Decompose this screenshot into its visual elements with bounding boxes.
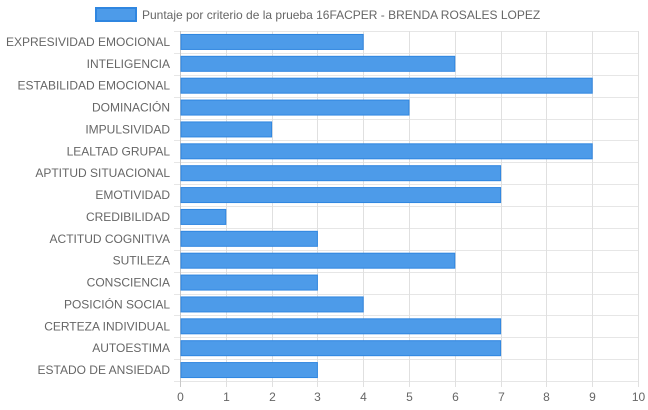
x-tick-label: 7 [498,390,505,404]
category-label: CERTEZA INDIVIDUAL [44,319,170,333]
bar[interactable] [180,296,364,313]
category-label: INTELIGENCIA [87,57,170,71]
category-label: SUTILEZA [113,254,170,268]
bar[interactable] [180,318,502,335]
bar[interactable] [180,165,502,182]
bar[interactable] [180,362,318,379]
category-label: LEALTAD GRUPAL [67,144,171,158]
bar[interactable] [180,55,456,72]
x-axis-ticks: 0 1 2 3 4 5 6 7 8 9 10 [177,390,645,404]
bar[interactable] [180,33,364,50]
bars [180,33,593,379]
category-label: APTITUD SITUACIONAL [35,166,170,180]
x-tick-label: 1 [223,390,230,404]
legend-swatch [95,7,137,22]
bar[interactable] [180,99,410,116]
x-tick-label: 3 [314,390,321,404]
x-tick-label: 6 [452,390,459,404]
legend[interactable]: Puntaje por criterio de la prueba 16FACP… [95,7,540,22]
bar[interactable] [180,77,593,94]
category-labels: EXPRESIVIDAD EMOCIONAL INTELIGENCIA ESTABI… [6,35,170,377]
category-label: EXPRESIVIDAD EMOCIONAL [6,35,170,49]
x-tick-label: 5 [406,390,413,404]
category-label: ESTADO DE ANSIEDAD [38,363,171,377]
bar[interactable] [180,340,502,357]
x-tick-label: 10 [632,390,646,404]
x-tick-label: 8 [543,390,550,404]
bar[interactable] [180,187,502,204]
bar[interactable] [180,143,593,160]
category-label: EMOTIVIDAD [95,188,170,202]
bar[interactable] [180,252,456,269]
category-label: IMPULSIVIDAD [85,122,170,136]
x-tick-label: 9 [589,390,596,404]
x-tick-label: 2 [269,390,276,404]
x-tick-label: 4 [360,390,367,404]
category-label: ESTABILIDAD EMOCIONAL [18,79,171,93]
legend-label: Puntaje por criterio de la prueba 16FACP… [142,8,540,22]
category-label: DOMINACIÓN [92,100,170,115]
bar[interactable] [180,121,273,138]
bar[interactable] [180,208,227,225]
bar[interactable] [180,230,318,247]
category-label: AUTOESTIMA [92,341,170,355]
bar[interactable] [180,274,318,291]
category-label: CREDIBILIDAD [86,210,170,224]
x-tick-label: 0 [177,390,184,404]
category-label: POSICIÓN SOCIAL [64,296,170,311]
category-label: CONSCIENCIA [87,276,170,290]
category-label: ACTITUD COGNITIVA [50,232,170,246]
